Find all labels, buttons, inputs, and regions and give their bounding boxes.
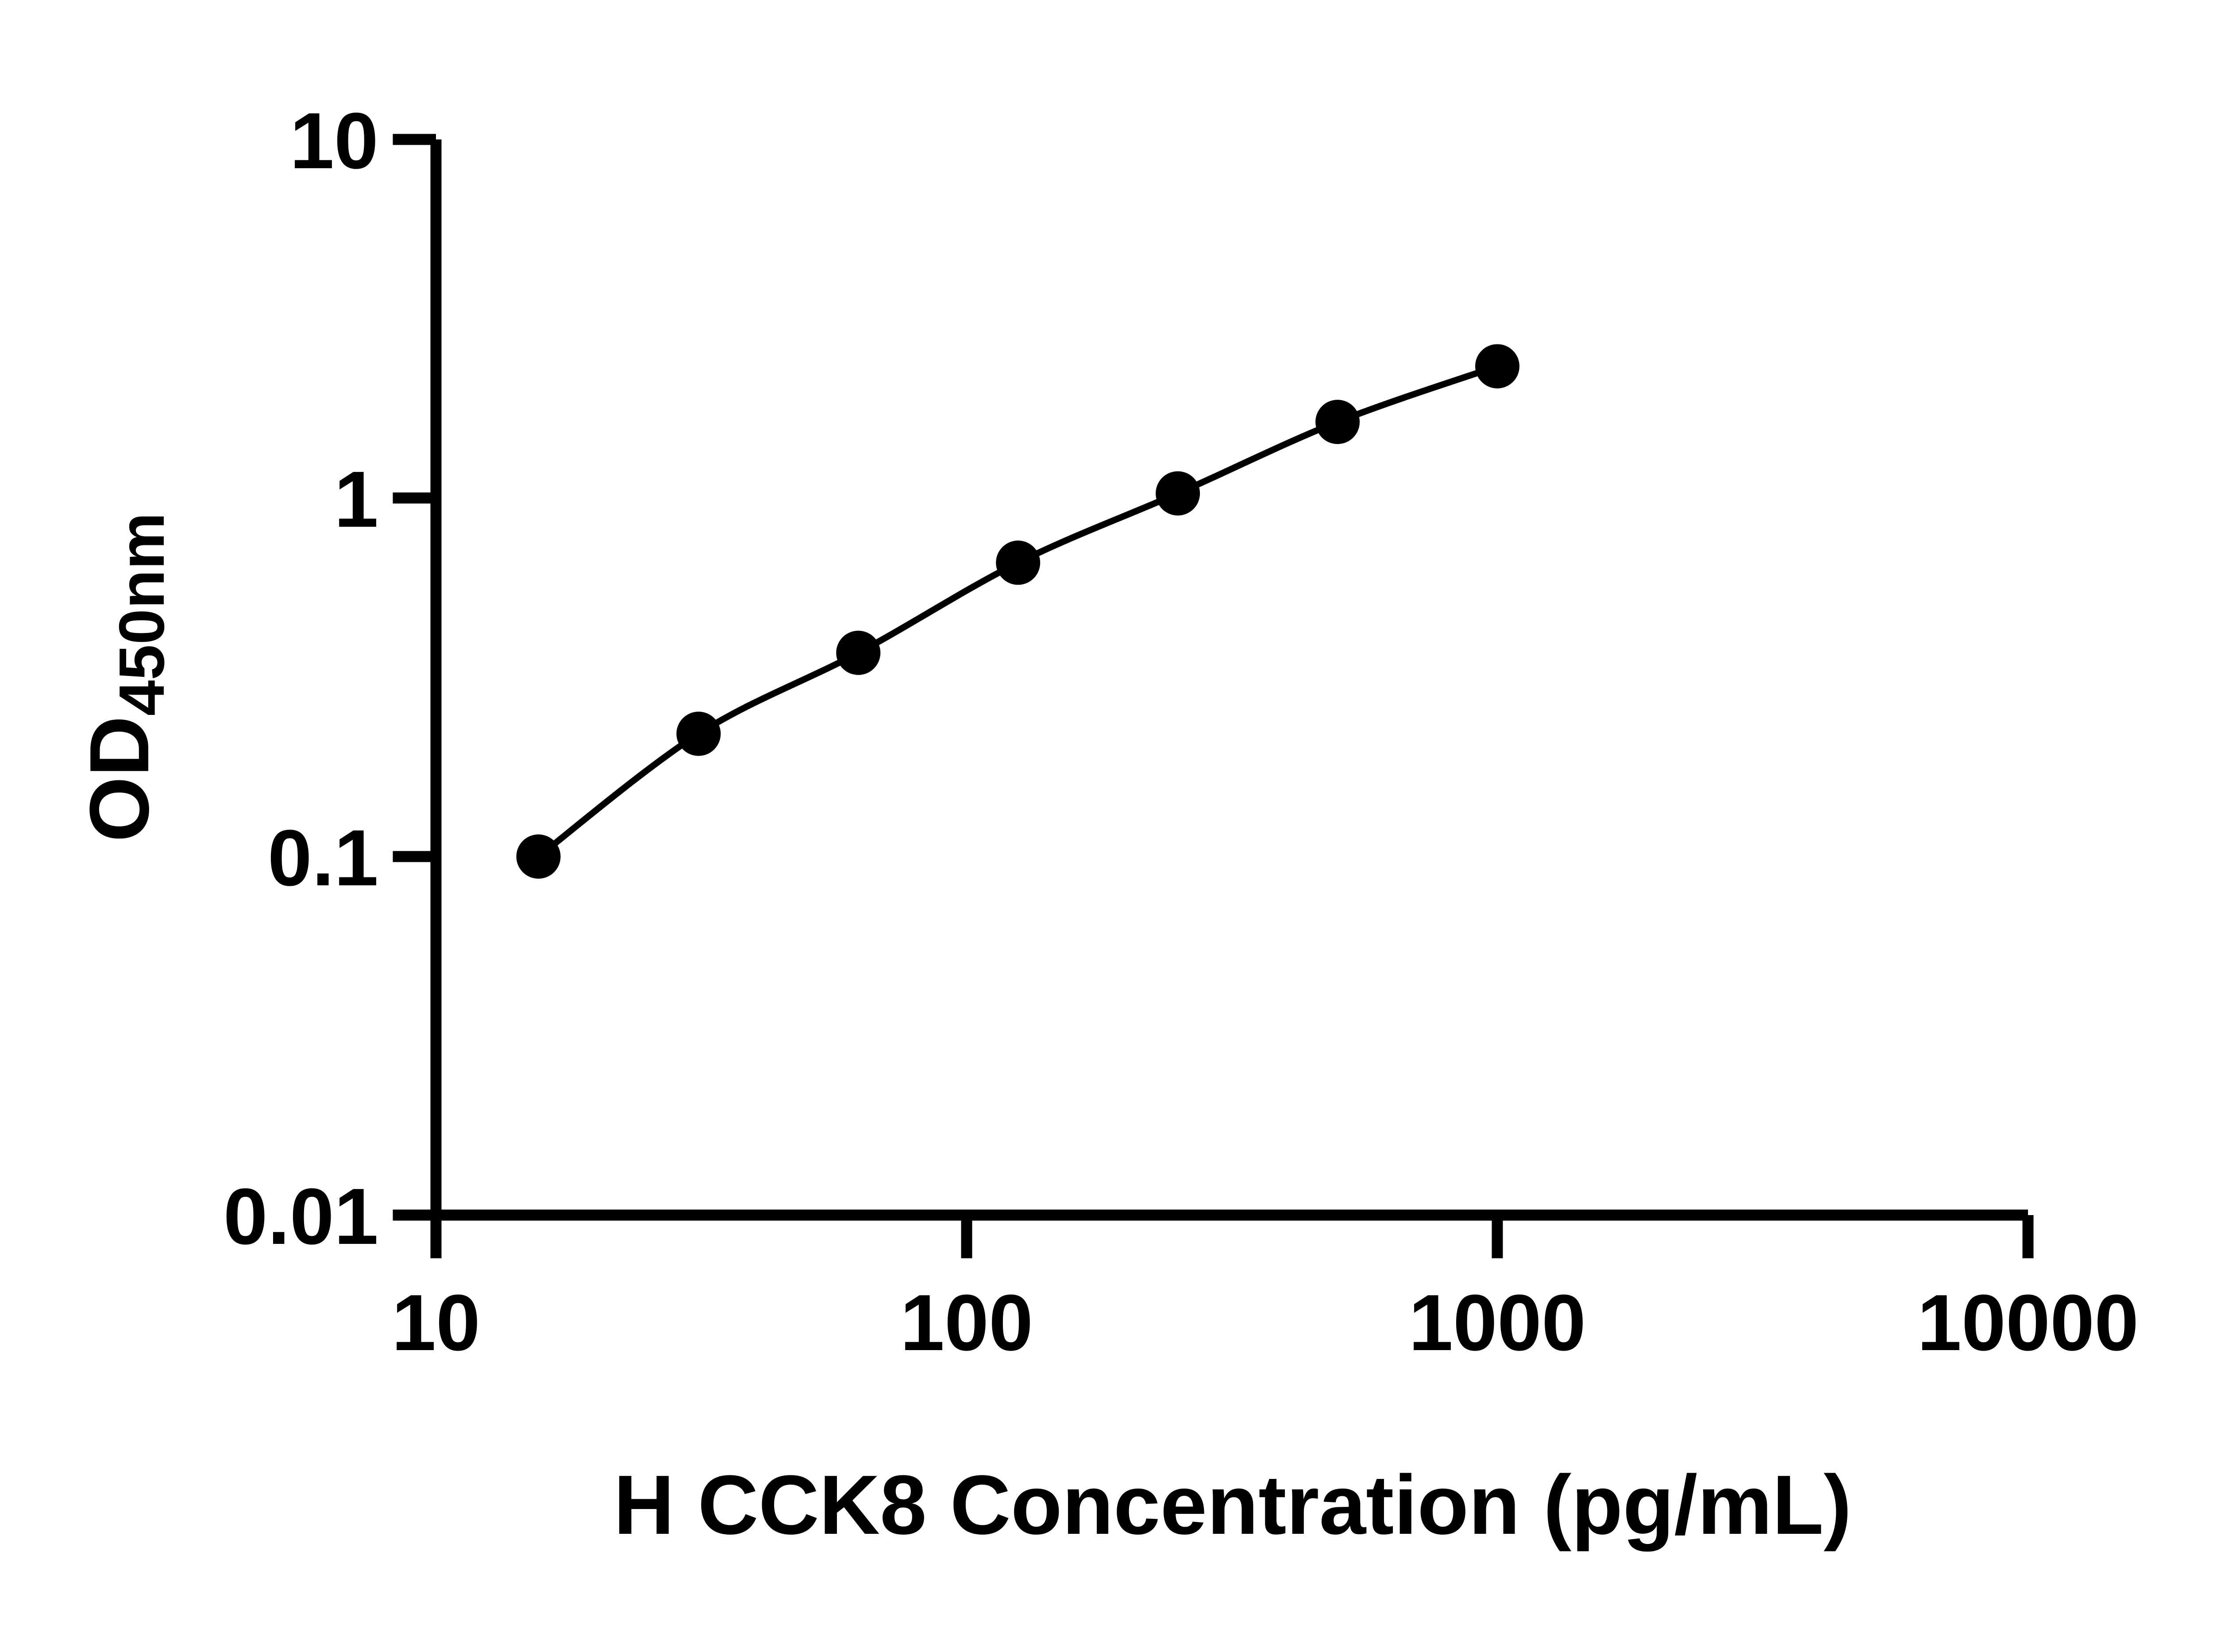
- x-tick-label: 10000: [1917, 1278, 2139, 1367]
- y-tick-label: 0.01: [224, 1172, 378, 1261]
- y-axis-title-main: OD: [75, 716, 168, 842]
- y-axis-title-subscript: 450nm: [108, 512, 179, 716]
- x-tick-label: 10: [392, 1278, 480, 1367]
- data-point: [516, 834, 561, 879]
- y-tick-label: 0.1: [268, 814, 378, 903]
- data-point: [676, 711, 721, 756]
- data-point: [1156, 471, 1200, 516]
- data-point: [996, 540, 1041, 585]
- x-axis-title: H CCK8 Concentration (pg/mL): [613, 1461, 1852, 1554]
- axis-spine: [430, 139, 2028, 1221]
- data-point: [1475, 344, 1519, 389]
- x-tick-label: 1000: [1409, 1278, 1586, 1367]
- y-tick-label: 1: [334, 455, 378, 544]
- x-tick-label: 100: [900, 1278, 1033, 1367]
- data-point: [1315, 400, 1360, 444]
- y-axis-title: OD450nm: [75, 512, 179, 842]
- y-tick-label: 10: [290, 96, 378, 185]
- standard-curve-line: [535, 363, 1501, 860]
- data-point: [836, 630, 881, 675]
